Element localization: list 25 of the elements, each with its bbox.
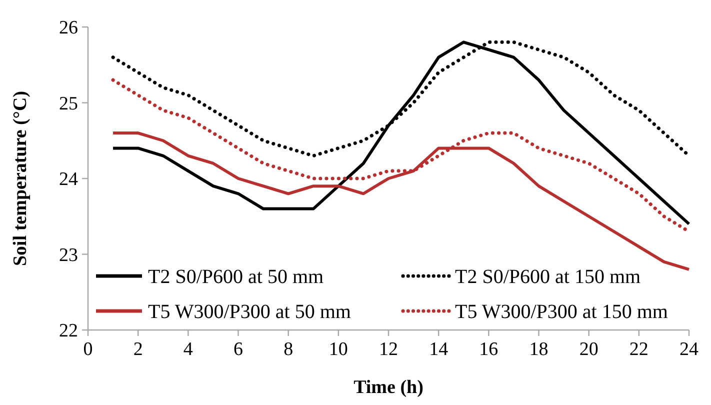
x-tick-label: 8 <box>284 339 294 360</box>
y-tick-label: 25 <box>59 93 78 114</box>
y-tick-label: 26 <box>59 18 78 39</box>
x-tick-label: 22 <box>629 339 648 360</box>
x-tick-label: 18 <box>529 339 548 360</box>
x-tick-label: 12 <box>379 339 398 360</box>
legend-label: T2 S0/P600 at 50 mm <box>148 266 324 288</box>
x-tick-label: 16 <box>479 339 498 360</box>
x-tick-label: 24 <box>680 339 699 360</box>
legend-label: T5 W300/P300 at 50 mm <box>148 301 352 323</box>
x-tick-label: 20 <box>579 339 598 360</box>
x-tick-label: 0 <box>83 339 93 360</box>
x-tick-label: 6 <box>234 339 243 360</box>
legend-label: T5 W300/P300 at 150 mm <box>455 301 668 323</box>
x-tick-label: 2 <box>133 339 143 360</box>
legend-label: T2 S0/P600 at 150 mm <box>455 266 642 288</box>
y-tick-label: 24 <box>59 169 78 190</box>
y-axis-title: Soil temperature (°C) <box>10 90 31 266</box>
x-axis-title: Time (h) <box>354 377 424 398</box>
y-tick-label: 23 <box>59 244 78 266</box>
y-tick-label: 22 <box>59 320 78 342</box>
x-tick-label: 4 <box>183 339 194 360</box>
x-tick-label: 14 <box>429 339 449 360</box>
line-series <box>112 40 690 226</box>
x-tick-label: 10 <box>328 339 348 360</box>
